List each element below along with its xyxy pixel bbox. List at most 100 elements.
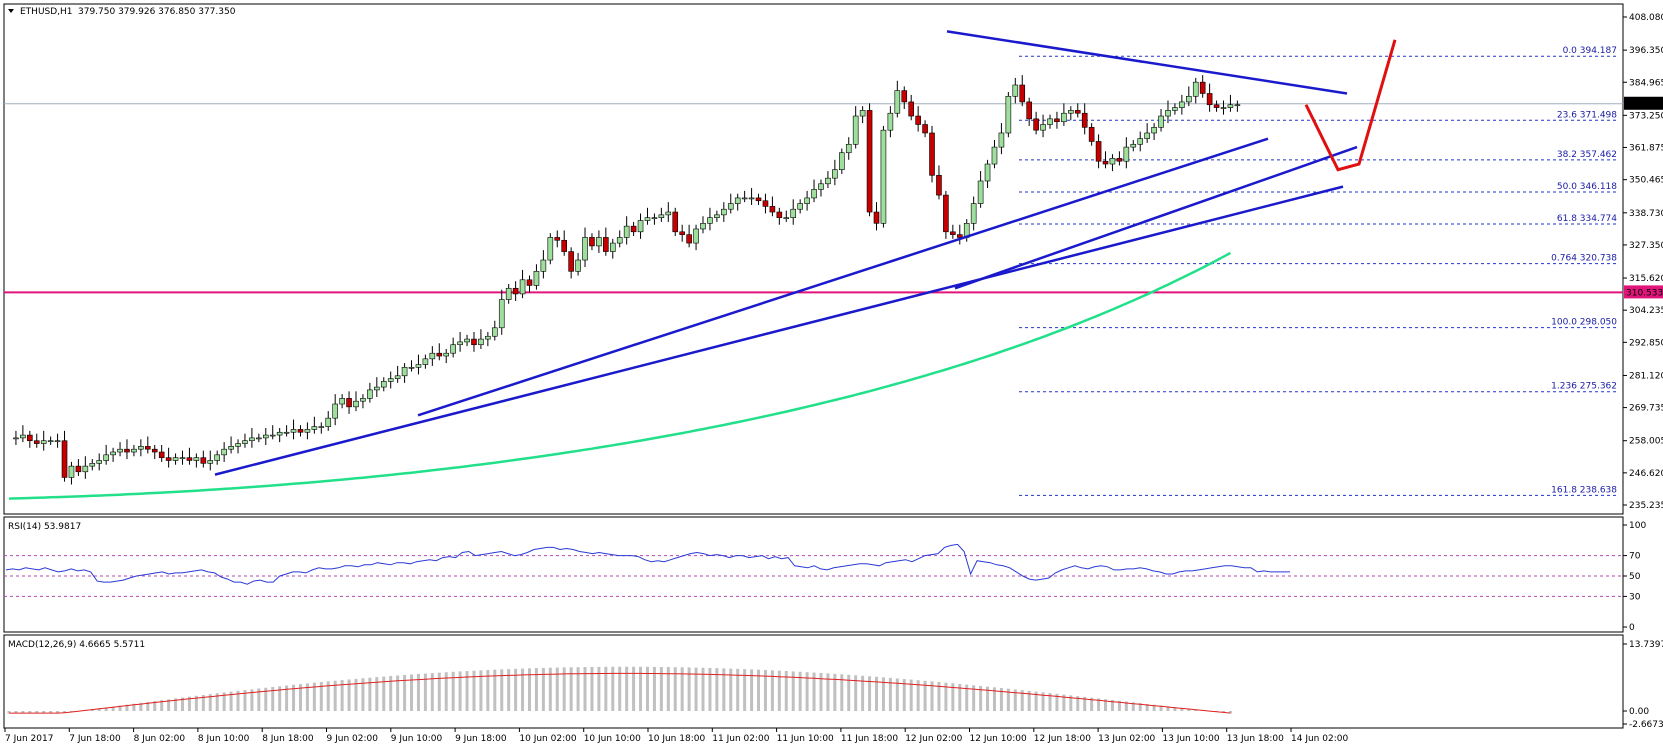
candle-body (1033, 118, 1039, 131)
macd-histogram-bar (541, 667, 545, 711)
candle-body (235, 443, 241, 447)
macd-histogram-bar (160, 700, 164, 711)
candle-body (478, 338, 484, 346)
candle-body (1019, 84, 1026, 103)
macd-histogram-bar (167, 699, 171, 711)
macd-histogram-bar (562, 667, 566, 711)
candle-body (380, 381, 387, 388)
macd-histogram-bar (1083, 696, 1087, 711)
candle-body (96, 460, 103, 464)
candle-body (256, 437, 262, 440)
candle-body (471, 338, 477, 346)
candle-body (1109, 158, 1116, 165)
macd-histogram-bar (298, 684, 302, 711)
macd-histogram-bar (1062, 694, 1066, 711)
candle-body (825, 177, 831, 185)
price-tick-label: 384.965 (1629, 78, 1663, 88)
candle-body (1012, 84, 1019, 97)
macd-histogram-bar (285, 685, 289, 711)
macd-histogram-bar (854, 675, 858, 711)
candle-body (915, 115, 921, 125)
candle-body (651, 217, 658, 219)
macd-histogram-bar (222, 692, 226, 711)
macd-histogram-bar (569, 667, 573, 711)
candle-body (491, 327, 498, 337)
candle-body (1095, 141, 1102, 162)
candle-body (679, 231, 685, 235)
candle-body (1213, 104, 1220, 108)
macd-histogram-bar (868, 676, 872, 711)
macd-histogram-bar (368, 677, 372, 711)
fib-label: 161.8 238.638 (1551, 485, 1617, 495)
macd-histogram-bar (423, 673, 427, 711)
macd-histogram-bar (97, 708, 101, 711)
macd-histogram-bar (472, 670, 476, 711)
macd-histogram-bar (451, 671, 455, 711)
macd-histogram-bar (14, 710, 18, 714)
candle-body (151, 448, 158, 453)
macd-histogram-bar (881, 677, 885, 711)
candle-body (360, 398, 366, 402)
macd-histogram-bar (1020, 690, 1024, 711)
time-label: 10 Jun 18:00 (648, 734, 705, 744)
price-tick-label: 246.620 (1629, 469, 1663, 479)
time-label: 8 Jun 02:00 (134, 734, 186, 744)
fib-label: 0.0 394.187 (1563, 46, 1617, 56)
candle-body (394, 375, 401, 379)
candle-body (1088, 127, 1095, 142)
time-label: 10 Jun 02:00 (519, 734, 576, 744)
candle-body (811, 189, 817, 199)
candle-body (1151, 127, 1157, 134)
macd-histogram-bar (1124, 701, 1128, 711)
macd-histogram-bar (1055, 693, 1059, 711)
macd-tick-label: -2.6673 (1629, 720, 1663, 730)
candle-body (200, 457, 207, 464)
macd-histogram-bar (625, 666, 629, 711)
time-label: 12 Jun 10:00 (970, 734, 1027, 744)
macd-histogram-bar (791, 671, 795, 711)
candle-body (665, 211, 672, 216)
candle-body (873, 211, 880, 224)
macd-histogram-bar (902, 679, 906, 711)
candle-body (374, 386, 380, 391)
candle-body (1047, 118, 1053, 125)
price-tick-label: 408.080 (1629, 13, 1663, 23)
macd-histogram-bar (403, 674, 407, 711)
fib-label: 100.0 298.050 (1551, 318, 1617, 328)
macd-histogram-bar (444, 672, 448, 711)
candle-body (769, 206, 776, 213)
macd-histogram-bar (757, 669, 761, 711)
candle-body (1144, 132, 1150, 139)
candle-body (1186, 95, 1192, 103)
macd-histogram-bar (153, 701, 157, 711)
macd-histogram-bar (715, 668, 719, 711)
macd-histogram-bar (479, 670, 483, 711)
macd-histogram-bar (35, 710, 39, 714)
candle-body (596, 237, 602, 247)
macd-histogram-bar (847, 674, 851, 711)
time-label: 12 Jun 02:00 (905, 734, 962, 744)
candle-body (741, 197, 748, 200)
candle-body (880, 129, 887, 224)
candle-body (693, 228, 699, 244)
macd-histogram-bar (215, 693, 219, 711)
candle-body (644, 217, 651, 221)
macd-histogram-bar (590, 666, 594, 711)
time-label: 11 Jun 02:00 (712, 734, 769, 744)
macd-histogram-bar (361, 678, 365, 711)
candle-body (40, 440, 47, 444)
candle-body (450, 344, 456, 354)
candle-body (707, 217, 713, 224)
macd-histogram-bar (194, 695, 198, 711)
macd-signal-line (9, 672, 1231, 714)
time-label: 13 Jun 02:00 (1098, 734, 1155, 744)
candle-body (512, 287, 519, 295)
macd-histogram-bar (555, 667, 559, 711)
macd-histogram-bar (500, 669, 504, 711)
macd-histogram-bar (666, 667, 670, 711)
macd-histogram-bar (382, 676, 386, 711)
candle-body (415, 364, 422, 368)
main-panel-frame (3, 3, 1624, 515)
macd-histogram-bar (819, 672, 823, 711)
time-label: 13 Jun 10:00 (1162, 734, 1219, 744)
